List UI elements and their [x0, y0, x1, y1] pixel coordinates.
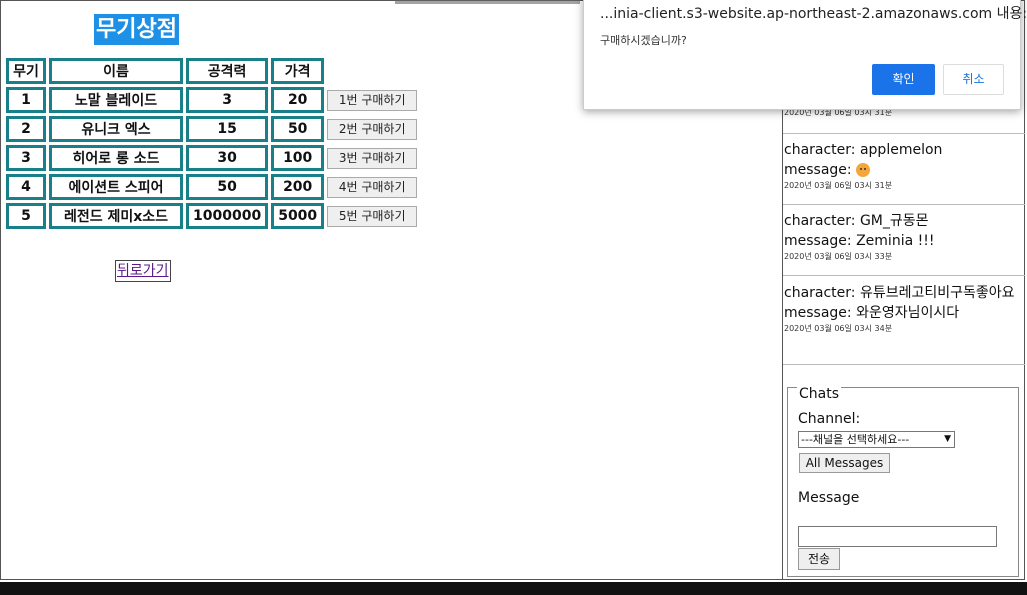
table-row: 5 레전드 제미x소드 1000000 5000 5번 구매하기: [6, 203, 419, 229]
buy-button-3[interactable]: 3번 구매하기: [327, 147, 418, 169]
message-time: 2020년 03월 06일 03시 31분: [784, 181, 893, 190]
cell-name: 에이션트 스피어: [49, 174, 183, 200]
chat-message: character: 유튜브레고티비구독좋아요 message: 와운영자님이시…: [783, 283, 1025, 365]
cell-name: 노말 블레이드: [49, 87, 183, 113]
cat-emoji-icon: [856, 163, 871, 177]
cell-attack: 3: [186, 87, 269, 113]
message-time: 2020년 03월 06일 03시 31분: [784, 108, 893, 117]
dialog-message: 구매하시겠습니까?: [600, 34, 687, 47]
buy-button-1[interactable]: 1번 구매하기: [327, 89, 418, 111]
message-text: message:: [784, 162, 857, 178]
taskbar: [0, 582, 1027, 595]
cell-attack: 30: [186, 145, 269, 171]
cell-name: 히어로 롱 소드: [49, 145, 183, 171]
header-id: 무기: [6, 58, 46, 84]
dialog-ok-button[interactable]: 확인: [872, 64, 935, 95]
header-price: 가격: [271, 58, 325, 84]
cell-id: 5: [6, 203, 46, 229]
message-label: Message: [798, 490, 860, 506]
message-time: 2020년 03월 06일 03시 34분: [784, 324, 893, 333]
buy-button-2[interactable]: 2번 구매하기: [327, 118, 418, 140]
header-name: 이름: [49, 58, 183, 84]
message-character: character: applemelon: [784, 142, 943, 158]
message-character: character: GM_규동몬: [784, 213, 929, 229]
cell-price: 200: [271, 174, 325, 200]
cell-id: 1: [6, 87, 46, 113]
message-input[interactable]: [798, 526, 997, 547]
table-header-row: 무기 이름 공격력 가격: [6, 58, 419, 84]
chat-form: [787, 387, 1019, 577]
cell-id: 2: [6, 116, 46, 142]
table-row: 3 히어로 롱 소드 30 100 3번 구매하기: [6, 145, 419, 171]
cell-id: 4: [6, 174, 46, 200]
cell-attack: 15: [186, 116, 269, 142]
cell-price: 20: [271, 87, 325, 113]
cell-attack: 50: [186, 174, 269, 200]
cell-name: 레전드 제미x소드: [49, 203, 183, 229]
buy-button-4[interactable]: 4번 구매하기: [327, 176, 418, 198]
page-title: 무기상점: [94, 14, 179, 45]
message-character: character: 유튜브레고티비구독좋아요: [784, 285, 1015, 301]
channel-selected-value: ---채널을 선택하세요---: [801, 433, 910, 446]
chat-form-legend: Chats: [797, 386, 842, 402]
weapon-table: 무기 이름 공격력 가격 1 노말 블레이드 3 20 1번 구매하기 2 유니…: [3, 55, 422, 232]
cell-name: 유니크 엑스: [49, 116, 183, 142]
all-messages-button[interactable]: All Messages: [799, 453, 890, 473]
cell-attack: 1000000: [186, 203, 269, 229]
cell-price: 5000: [271, 203, 325, 229]
cell-price: 50: [271, 116, 325, 142]
message-text: message: Zeminia !!!: [784, 233, 935, 249]
cell-price: 100: [271, 145, 325, 171]
back-link[interactable]: 뒤로가기: [115, 260, 171, 282]
dropdown-arrow-icon: ▼: [944, 434, 951, 444]
send-button[interactable]: 전송: [798, 548, 840, 570]
dialog-origin: ...inia-client.s3-website.ap-northeast-2…: [600, 6, 1027, 22]
header-attack: 공격력: [186, 58, 269, 84]
chat-message: character: GM_규동몬 message: Zeminia !!! 2…: [783, 211, 1025, 276]
confirm-dialog: ...inia-client.s3-website.ap-northeast-2…: [583, 0, 1027, 110]
table-row: 2 유니크 엑스 15 50 2번 구매하기: [6, 116, 419, 142]
dialog-cancel-button[interactable]: 취소: [943, 64, 1004, 95]
chat-message: character: applemelon message: 2020년 03월…: [783, 140, 1025, 205]
table-row: 4 에이션트 스피어 50 200 4번 구매하기: [6, 174, 419, 200]
channel-label: Channel:: [798, 411, 861, 427]
chat-message: 2020년 03월 06일 03시 31분: [783, 107, 1025, 134]
buy-button-5[interactable]: 5번 구매하기: [327, 205, 418, 227]
cell-id: 3: [6, 145, 46, 171]
channel-select[interactable]: ---채널을 선택하세요--- ▼: [798, 431, 955, 448]
message-text: message: 와운영자님이시다: [784, 305, 960, 321]
table-row: 1 노말 블레이드 3 20 1번 구매하기: [6, 87, 419, 113]
blurred-header-text: [395, 0, 580, 4]
message-time: 2020년 03월 06일 03시 33분: [784, 252, 893, 261]
chat-panel: 2020년 03월 06일 03시 31분 character: appleme…: [782, 0, 1025, 580]
